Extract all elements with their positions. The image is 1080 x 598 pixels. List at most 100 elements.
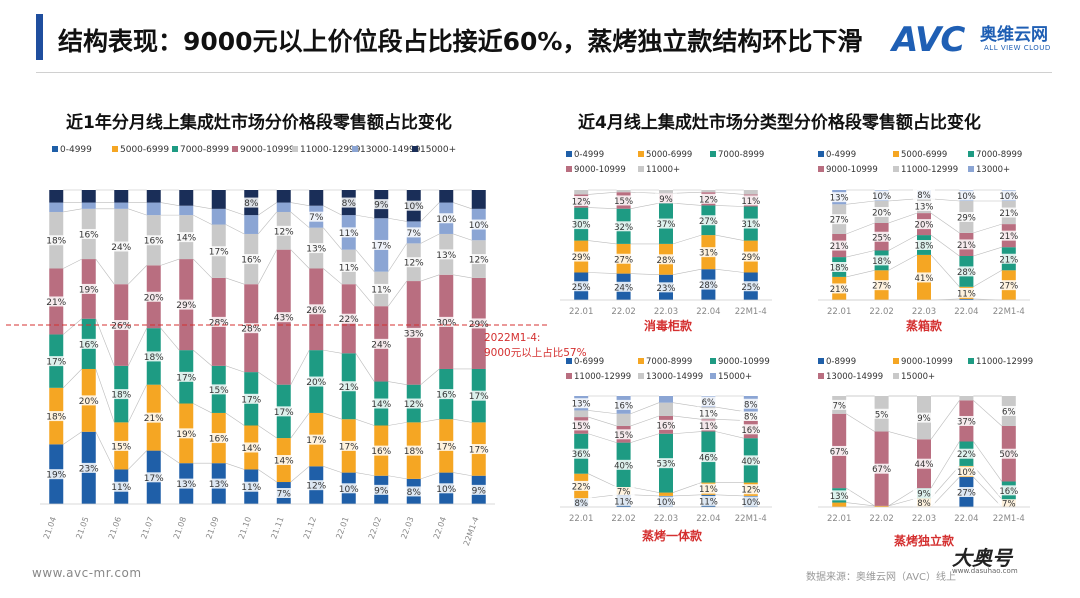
connector-line [715,406,744,412]
legend-swatch [893,151,899,157]
legend-label: 0-6999 [574,357,604,367]
bar-segment [659,396,673,403]
legend-swatch [968,151,974,157]
legend-label: 0-8999 [826,357,856,367]
data-label: 11% [741,197,760,207]
legend-swatch [968,166,974,172]
data-label: 40% [741,457,760,467]
data-label: 10% [404,202,424,212]
data-label: 21% [999,232,1018,242]
data-label: 19% [79,285,99,295]
data-label: 27% [957,489,976,499]
legend-swatch [893,358,899,364]
data-label-bg [997,230,1020,241]
connector-line [323,268,342,285]
data-label: 22% [572,482,591,492]
connector-line [453,202,472,210]
data-label: 12% [274,227,294,237]
data-label-bg [870,280,893,291]
legend-label: 11000-12999 [976,357,1033,367]
data-label-bg [370,283,393,294]
x-tick-label: 21.08 [172,516,188,541]
data-label-bg [655,193,677,204]
legend-swatch [566,166,572,172]
data-label: 11% [699,497,718,507]
data-label: 17% [306,436,326,446]
data-label-bg [697,420,720,431]
data-label-bg [697,452,720,463]
connector-line [453,274,472,279]
data-label-bg [870,190,893,201]
connector-line [453,472,472,477]
connector-line [715,205,744,207]
data-label: 10% [436,485,456,495]
data-label-bg [45,296,68,307]
legend-swatch [638,151,644,157]
data-label-bg [913,497,935,508]
data-label-bg [402,398,425,409]
data-label: 23% [79,464,99,474]
data-label-bg [739,410,762,421]
data-label: 12% [469,256,489,266]
bar-segment [471,190,486,209]
data-label-bg [870,463,893,474]
data-label-bg [370,445,393,456]
data-label: 11% [339,263,359,273]
data-label: 14% [176,234,196,244]
data-label-bg [240,254,263,265]
data-label-bg [997,448,1020,459]
connector-line [323,227,342,250]
data-label: 18% [46,237,66,247]
data-label: 14% [371,400,391,410]
connector-line [258,371,277,385]
data-label: 14% [241,444,261,454]
connector-line [95,318,115,366]
data-label-bg [612,253,635,264]
data-label-bg [828,399,851,410]
data-label-bg [697,396,720,407]
connector-line [930,212,960,234]
connector-line [193,403,212,414]
data-label-bg [45,469,68,480]
bar-segment [439,190,454,203]
data-label: 17% [46,358,66,368]
legend-swatch [638,166,644,172]
data-label-bg [913,240,935,250]
data-label-bg [142,235,165,246]
data-label: 20% [915,221,934,231]
data-label-bg [997,280,1020,291]
connector-line [888,254,918,271]
x-tick-label: 22.03 [654,514,678,524]
connector-line [846,413,875,432]
legend-swatch [710,358,716,364]
data-label-bg [77,228,100,239]
x-tick-label: 21.09 [204,516,220,541]
connector-line [258,425,277,439]
data-label: 12% [699,195,718,205]
data-label: 16% [436,391,456,401]
connector-line [355,284,375,307]
bar-segment [179,205,194,216]
connector-line [630,402,660,415]
legend-label: 11000-12999 [901,165,958,175]
connector-line [453,233,472,241]
data-label-bg [913,219,935,230]
connector-line [846,200,875,205]
data-label-bg [739,424,762,435]
data-label: 11% [371,285,391,295]
data-label: 27% [999,282,1018,292]
data-label-bg [739,496,762,507]
data-label-bg [955,211,978,222]
data-label-bg [207,433,230,444]
data-label: 21% [830,242,849,252]
connector-line [930,234,960,257]
connector-line [630,191,660,194]
panel-title: 蒸箱款 [906,318,943,333]
bar-segment [701,190,716,193]
connector-line [846,487,875,507]
connector-line [420,233,440,244]
connector-line [323,349,342,354]
data-label-bg [435,483,458,494]
data-label: 10% [657,498,676,508]
logo-en-text: ALL VIEW CLOUD [984,44,1051,52]
